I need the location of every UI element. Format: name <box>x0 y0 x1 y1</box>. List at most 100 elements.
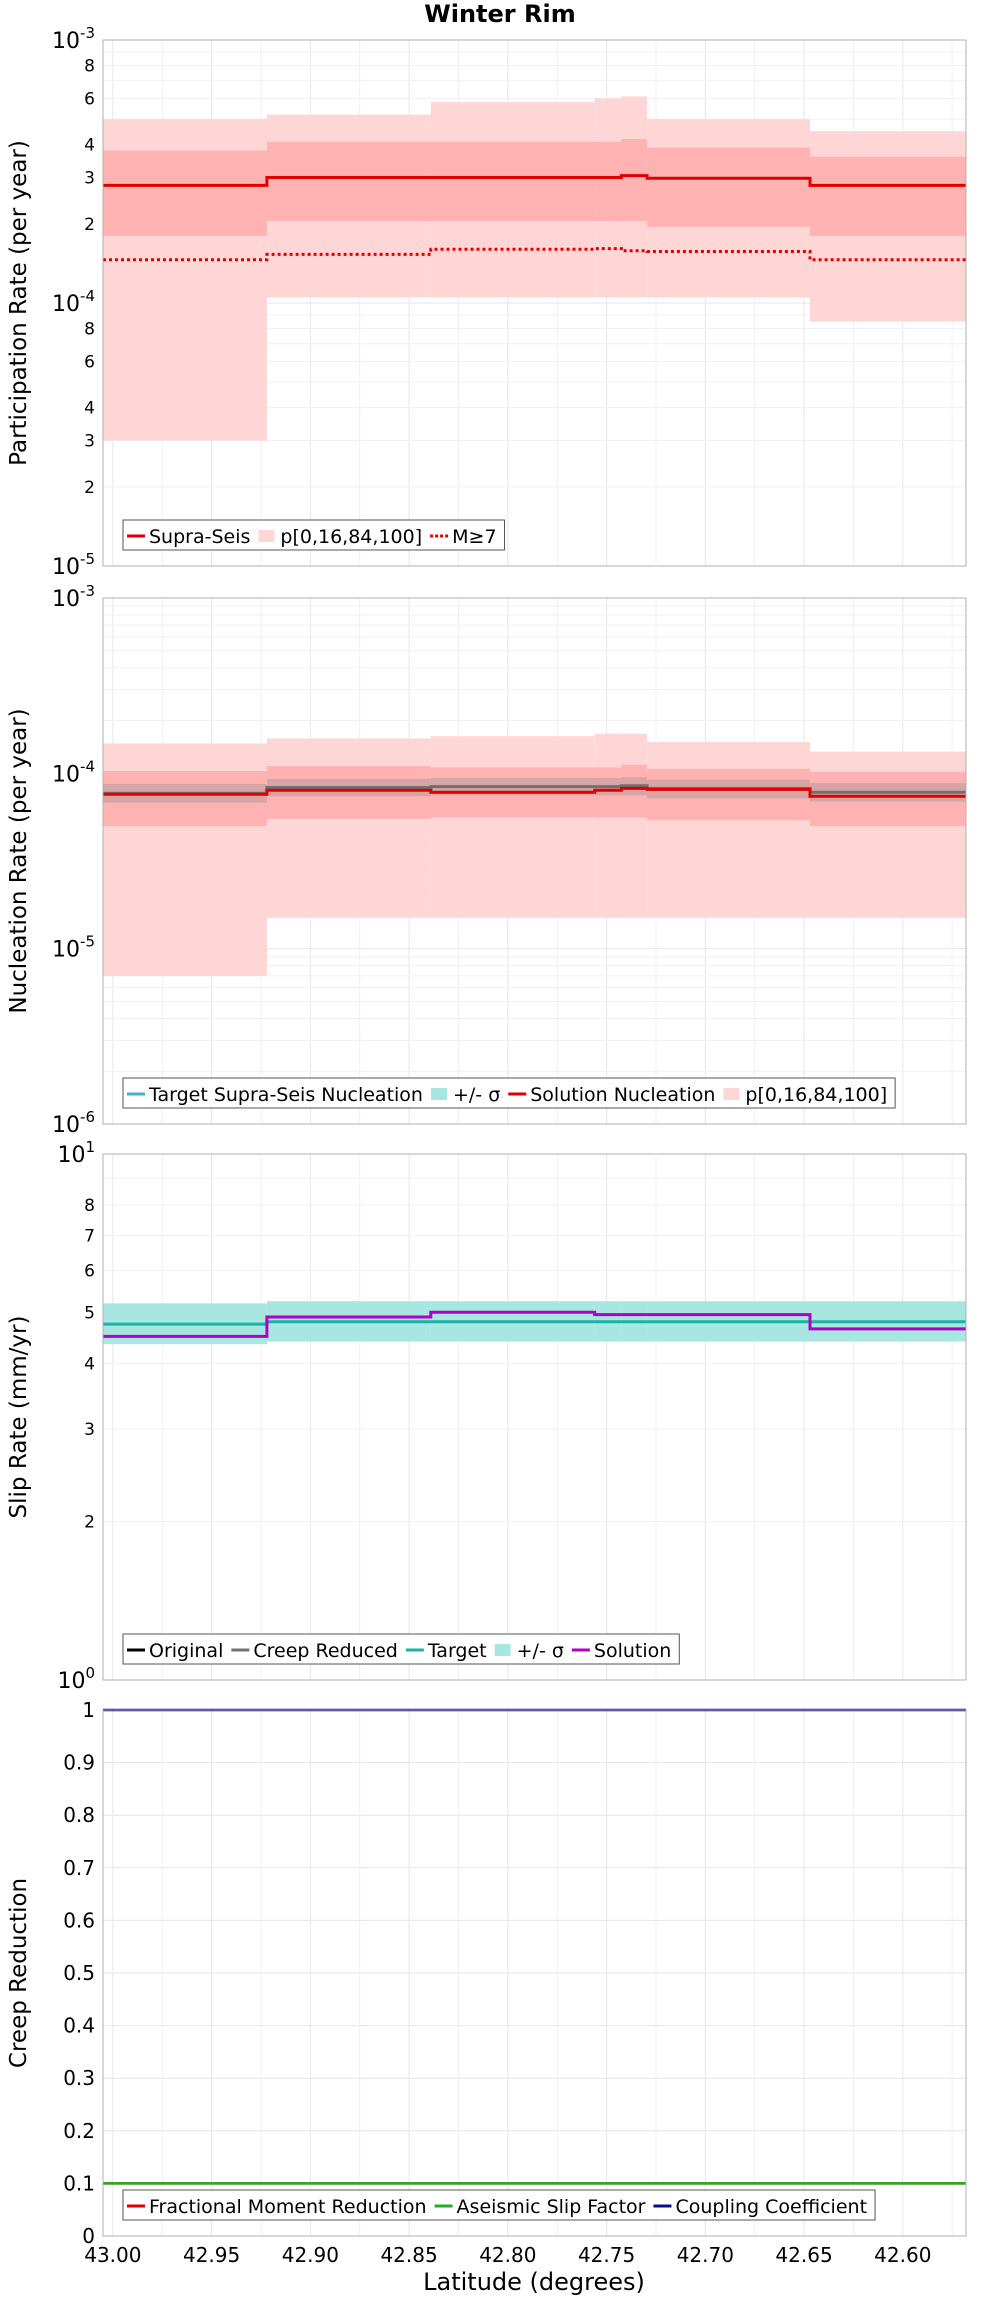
y-tick-label: 0.4 <box>63 2014 95 2038</box>
x-axis-label: Latitude (degrees) <box>423 2268 645 2296</box>
legend-label: Target Supra-Seis Nucleation <box>148 1084 423 1106</box>
y-tick-label: 0.7 <box>63 1856 95 1880</box>
legend-label: Solution Nucleation <box>530 1084 715 1106</box>
y-minor-tick-label: 2 <box>84 478 95 498</box>
y-tick-label: 0.5 <box>63 1961 95 1985</box>
y-minor-tick-label: 4 <box>84 399 95 419</box>
y-tick-label: 0.8 <box>63 1803 95 1827</box>
x-tick-label: 42.60 <box>874 2243 931 2267</box>
y-tick-label: 101 <box>57 1138 95 1168</box>
y-minor-tick-label: 3 <box>84 432 95 452</box>
y-minor-tick-label: 5 <box>84 1303 95 1323</box>
legend-label: p[0,16,84,100] <box>280 526 422 548</box>
legend-label: p[0,16,84,100] <box>745 1084 887 1106</box>
legend-label: +/- σ <box>453 1084 500 1106</box>
panel-nucleation: 10-6 10-5 10-4 10-3 Nucleation Rate (per yea… <box>6 582 967 1138</box>
band-outer <box>647 741 810 918</box>
x-tick-label: 42.85 <box>380 2243 437 2267</box>
series-m-7 <box>103 247 966 262</box>
legend-label: +/- σ <box>517 1640 564 1662</box>
y-minor-tick-label: 6 <box>84 89 95 109</box>
legend-swatch <box>494 1644 511 1656</box>
band-inner <box>266 141 431 222</box>
y-minor-tick-label: 8 <box>84 319 95 339</box>
y-tick-label: 0.2 <box>63 2119 95 2143</box>
series-solution-nucleation <box>103 786 966 798</box>
y-tick-label: 0.9 <box>63 1751 95 1775</box>
band-inner <box>594 141 622 222</box>
legend-box <box>122 2189 876 2221</box>
plot-frame <box>102 39 967 567</box>
band-inner <box>809 156 966 236</box>
legend-label: Coupling Coefficient <box>675 2196 867 2218</box>
x-tick-label: 42.70 <box>677 2243 734 2267</box>
x-axis-ticks: 43.00 42.95 42.90 42.85 42.80 42.75 42.70 42.65… <box>84 2243 931 2267</box>
legend-label: Target <box>427 1640 487 1662</box>
band-inner <box>430 141 595 222</box>
band-inner <box>103 150 267 236</box>
y-tick-label: 10-5 <box>52 550 95 580</box>
legend-label: Original <box>149 1640 223 1662</box>
y-minor-tick-label: 6 <box>84 1262 95 1282</box>
y-tick-label: 100 <box>57 1664 95 1694</box>
series-supra-seis <box>103 174 966 187</box>
band-outer <box>621 733 648 918</box>
y-tick-label: 0.6 <box>63 1908 95 1932</box>
legend: Supra-Seis p[0,16,84,100] M≥7 <box>122 519 506 551</box>
y-axis-label: Slip Rate (mm/yr) <box>6 1316 32 1519</box>
plot-frame <box>102 1709 967 2237</box>
band-inner <box>647 147 810 227</box>
legend-label: Supra-Seis <box>149 526 250 548</box>
x-tick-label: 42.90 <box>282 2243 339 2267</box>
x-tick-label: 42.65 <box>775 2243 832 2267</box>
band-inner <box>621 139 648 222</box>
legend: Original Creep Reduced Target +/- σ Solution <box>122 1633 680 1665</box>
chart-title: Winter Rim <box>424 0 575 28</box>
y-tick-label: 10-3 <box>52 24 95 54</box>
y-tick-label: 0 <box>82 2224 95 2248</box>
legend-label: Solution <box>594 1640 671 1662</box>
legend-swatch <box>430 1088 447 1100</box>
y-minor-tick-label: 7 <box>84 1226 95 1246</box>
legend-label: M≥7 <box>452 526 496 548</box>
legend-label: Fractional Moment Reduction <box>149 2196 427 2218</box>
panel-slip: 100 2 3 4 5 6 7 8 101 Slip Rate (mm/yr) Original Cr… <box>6 1138 967 1694</box>
y-minor-tick-label: 8 <box>84 56 95 76</box>
y-minor-tick-label: 2 <box>84 215 95 235</box>
y-tick-label: 10-4 <box>52 757 95 787</box>
y-minor-tick-label: 4 <box>84 1354 95 1374</box>
y-axis-label: Participation Rate (per year) <box>6 140 32 466</box>
y-axis-label: Creep Reduction <box>6 1878 32 2068</box>
panel-creep: 0 0.1 0.2 0.3 0.4 0.5 0.6 0.7 0.8 0.9 1 Creep Reduc… <box>6 1698 967 2248</box>
y-axis-label: Nucleation Rate (per year) <box>6 708 32 1013</box>
y-tick-label: 0.3 <box>63 2066 95 2090</box>
legend: Target Supra-Seis Nucleation +/- σ Solutio… <box>122 1077 896 1109</box>
y-minor-tick-label: 2 <box>84 1513 95 1533</box>
band-outer <box>430 736 595 918</box>
y-minor-tick-label: 3 <box>84 1420 95 1440</box>
plot-frame <box>102 1153 967 1681</box>
y-tick-label: 10-5 <box>52 933 95 963</box>
legend-label: Aseismic Slip Factor <box>457 2196 646 2218</box>
y-minor-tick-label: 8 <box>84 1196 95 1216</box>
y-minor-tick-label: 3 <box>84 169 95 189</box>
series-solution <box>103 1310 966 1338</box>
x-tick-label: 42.75 <box>578 2243 635 2267</box>
legend-label: Creep Reduced <box>253 1640 397 1662</box>
band-outer <box>266 738 431 918</box>
y-tick-label: 10-3 <box>52 582 95 612</box>
plot-area <box>103 1154 966 1680</box>
x-tick-label: 43.00 <box>84 2243 141 2267</box>
x-tick-label: 42.95 <box>183 2243 240 2267</box>
x-tick-label: 42.80 <box>479 2243 536 2267</box>
band-outer <box>594 733 622 918</box>
legend: Fractional Moment Reduction Aseismic Slip… <box>122 2189 876 2221</box>
y-tick-label: 10-4 <box>52 287 95 317</box>
y-tick-label: 0.1 <box>63 2171 95 2195</box>
y-minor-tick-label: 4 <box>84 136 95 156</box>
y-tick-label: 10-6 <box>52 1108 95 1138</box>
legend-swatch <box>258 530 275 542</box>
